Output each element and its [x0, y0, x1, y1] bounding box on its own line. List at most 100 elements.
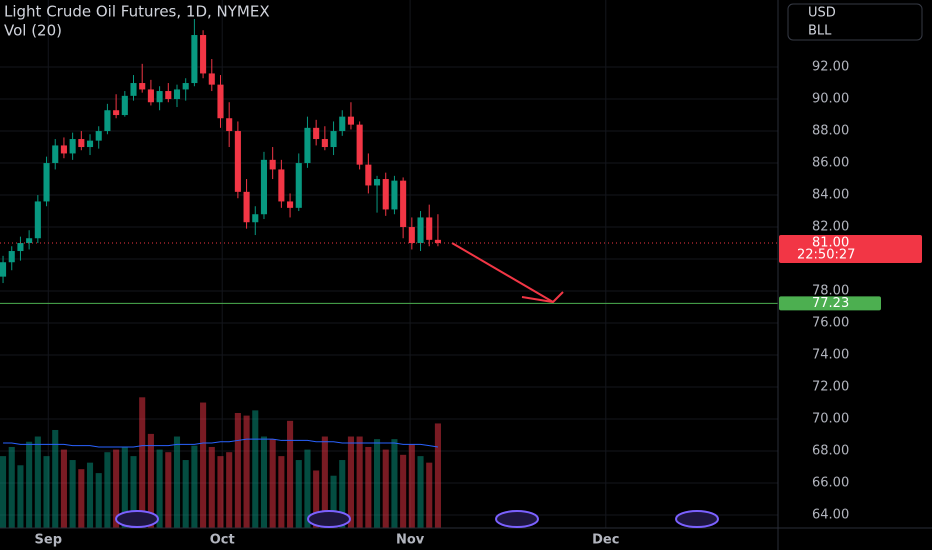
candle-body: [269, 159, 276, 170]
y-tick-label: 84.00: [812, 188, 849, 203]
candle-body: [147, 89, 154, 103]
level-label-bg: [779, 296, 881, 311]
volume-bar: [226, 452, 233, 528]
volume-bar: [86, 462, 94, 528]
volume-bar: [234, 412, 241, 528]
candle-body: [26, 238, 33, 244]
volume-bar: [208, 446, 215, 528]
candle-body: [191, 35, 198, 84]
volume-bar: [382, 449, 389, 528]
plot-layer: [0, 0, 778, 528]
volume-bar: [252, 410, 259, 528]
candle-body: [434, 239, 441, 244]
volume-bar: [17, 465, 24, 528]
candle-body: [400, 180, 407, 228]
candle-body: [104, 110, 111, 132]
volume-bar: [304, 449, 311, 528]
candle-body: [130, 83, 137, 96]
arrow-line: [451, 242, 554, 303]
volume-bar: [78, 469, 85, 528]
x-tick-label: Nov: [396, 533, 425, 548]
volume-bar: [408, 444, 415, 528]
event-icons: [115, 510, 719, 528]
volume-bar: [191, 445, 198, 528]
candle-body: [217, 84, 224, 119]
y-tick-label: 86.00: [812, 156, 849, 171]
candle-body: [295, 163, 302, 208]
volume-bar: [130, 456, 137, 528]
y-tick-label: 90.00: [812, 92, 849, 107]
y-tick-label: 92.00: [812, 60, 849, 75]
y-tick-label: 88.00: [812, 124, 849, 139]
candle-body: [330, 131, 337, 148]
x-tick-label: Sep: [35, 533, 63, 548]
volume-bar: [165, 452, 172, 528]
candle-body: [86, 140, 94, 148]
event-icon[interactable]: [307, 510, 351, 528]
volume-bar: [260, 436, 268, 528]
volume-bar: [313, 470, 320, 528]
candle-body: [60, 145, 67, 154]
candle-body: [243, 191, 250, 223]
volume-bar: [113, 449, 120, 528]
y-tick-label: 68.00: [812, 444, 849, 459]
candle-body: [52, 145, 59, 164]
volume-bar: [330, 475, 337, 528]
volume-bar: [8, 446, 15, 528]
currency-box[interactable]: [787, 3, 923, 41]
currency: USD: [808, 6, 836, 21]
volume-bar: [356, 436, 363, 528]
candle-body: [426, 217, 433, 240]
volume-bar: [173, 436, 181, 528]
candle-body: [95, 131, 102, 141]
chart-title: Light Crude Oil Futures, 1D, NYMEX: [4, 3, 270, 21]
volume-bar: [43, 456, 50, 528]
volume-bar: [52, 429, 59, 528]
volume-bar: [365, 446, 372, 528]
candle-body: [8, 251, 15, 263]
volume-bar: [295, 460, 302, 528]
last-price-label: 81.00: [812, 236, 849, 251]
candle-body: [382, 179, 389, 210]
last-price-bg: [779, 235, 922, 264]
candle-body: [313, 127, 320, 140]
candle-body: [17, 243, 24, 252]
volume-bar: [347, 436, 354, 528]
volume-bar: [269, 439, 276, 528]
event-icon[interactable]: [115, 510, 159, 528]
candle-body: [200, 35, 207, 74]
volume-bar: [243, 415, 250, 528]
countdown: 22:50:27: [797, 248, 855, 263]
volume-bar: [69, 460, 76, 528]
candle-body: [208, 73, 215, 85]
volume-bar: [287, 420, 294, 528]
candle-body: [260, 159, 268, 215]
event-icon[interactable]: [495, 510, 539, 528]
y-tick-label: 82.00: [812, 220, 849, 235]
volume-bar: [200, 402, 207, 528]
volume-bar: [391, 439, 398, 528]
volume-bar: [400, 454, 407, 528]
y-tick-label: 66.00: [812, 476, 849, 491]
volume-bar: [217, 456, 224, 528]
candle-body: [113, 110, 120, 116]
x-tick-label: Oct: [210, 533, 235, 548]
candle-body: [321, 139, 328, 148]
volume-bar: [426, 462, 433, 528]
candle-body: [173, 89, 181, 100]
unit: BLL: [808, 24, 832, 39]
candle-body: [347, 116, 354, 125]
volume-bar: [182, 460, 189, 528]
volume-bar: [121, 446, 128, 528]
volume-bar: [139, 397, 146, 528]
candle-body: [226, 118, 233, 132]
candle-body: [373, 179, 381, 186]
candle-body: [234, 131, 241, 192]
y-tick-label: 78.00: [812, 284, 849, 299]
candle-body: [287, 201, 294, 208]
y-tick-label: 74.00: [812, 348, 849, 363]
event-icon[interactable]: [675, 510, 719, 528]
volume-bar: [278, 456, 285, 528]
candle-body: [69, 139, 76, 154]
